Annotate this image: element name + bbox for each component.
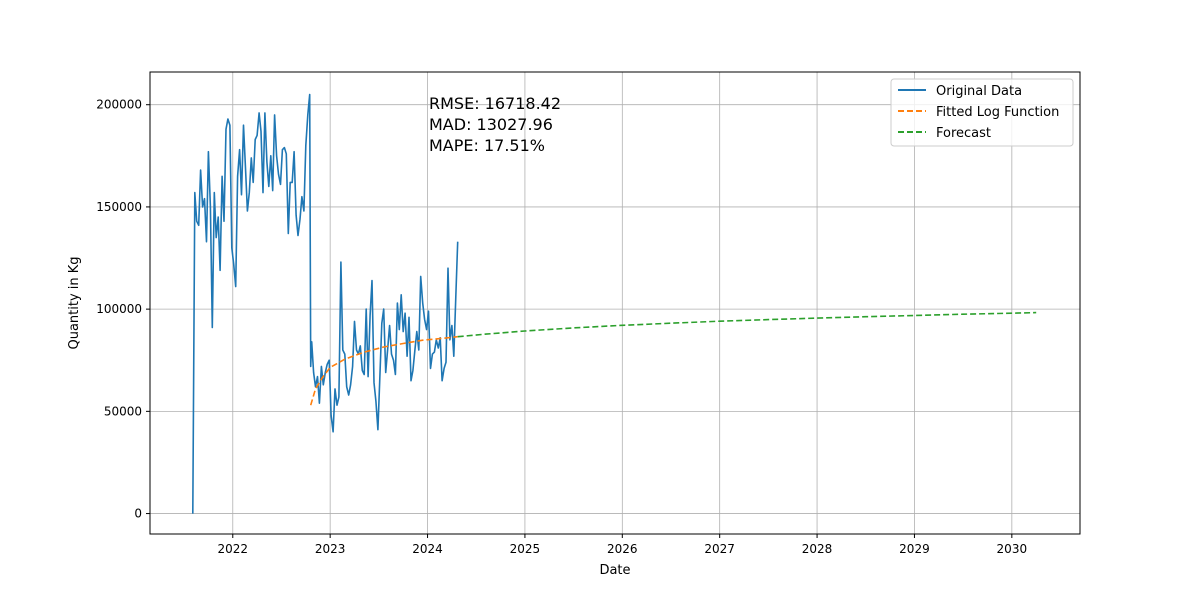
grid <box>150 72 1080 534</box>
legend-label-forecast: Forecast <box>936 126 991 141</box>
x-tick-label: 2028 <box>802 542 833 556</box>
series-forecast <box>457 311 1037 338</box>
metric-mape: MAPE: 17.51% <box>429 136 545 155</box>
y-tick-label: 150000 <box>96 200 142 214</box>
series-lines <box>192 93 1037 514</box>
metric-mad: MAD: 13027.96 <box>429 115 553 134</box>
x-tick-label: 2023 <box>315 542 346 556</box>
y-axis: 0 50000 100000 150000 200000 <box>96 98 150 521</box>
x-tick-label: 2024 <box>412 542 443 556</box>
y-tick-label: 0 <box>134 507 142 521</box>
x-tick-label: 2027 <box>704 542 735 556</box>
x-axis-label: Date <box>599 563 630 578</box>
x-tick-label: 2029 <box>899 542 930 556</box>
plot-frame <box>149 71 1081 535</box>
legend: Original Data Fitted Log Function Foreca… <box>890 78 1074 147</box>
series-fitted-log-function <box>309 335 458 406</box>
x-tick-label: 2026 <box>607 542 638 556</box>
y-tick-label: 100000 <box>96 302 142 316</box>
legend-label-original: Original Data <box>936 84 1022 99</box>
x-tick-label: 2030 <box>997 542 1028 556</box>
x-tick-label: 2025 <box>510 542 541 556</box>
y-tick-label: 200000 <box>96 98 142 112</box>
metrics-annotation: RMSE: 16718.42 MAD: 13027.96 MAPE: 17.51… <box>429 94 561 155</box>
x-tick-label: 2022 <box>218 542 249 556</box>
metric-rmse: RMSE: 16718.42 <box>429 94 561 113</box>
series-original-data <box>192 93 459 514</box>
y-tick-label: 50000 <box>104 404 142 418</box>
legend-box <box>890 78 1074 147</box>
legend-label-fitted: Fitted Log Function <box>936 105 1059 120</box>
x-axis: 2022 2023 2024 2025 2026 2027 2028 2029 2030 <box>218 534 1028 556</box>
y-axis-label: Quantity in Kg <box>67 256 82 349</box>
